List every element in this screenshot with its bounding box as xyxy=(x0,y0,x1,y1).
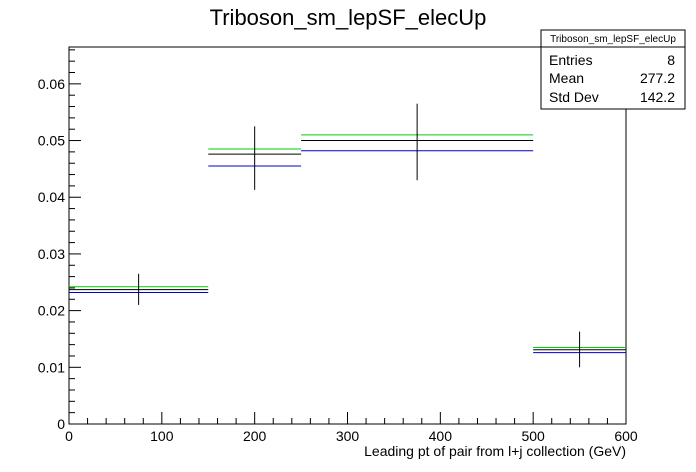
y-axis: 0 0.01 0.02 0.03 0.04 0.05 0.06 xyxy=(38,49,81,432)
stats-box: Triboson_sm_lepSF_elecUp Entries 8 Mean … xyxy=(540,29,686,110)
x-tick-label: 0 xyxy=(65,428,73,444)
x-tick-label: 400 xyxy=(429,428,453,444)
stats-entries-label: Entries xyxy=(549,52,593,68)
y-tick-label: 0.06 xyxy=(38,76,65,92)
stats-box-frame xyxy=(540,29,686,110)
y-tick-label: 0 xyxy=(57,416,65,432)
x-tick-label: 100 xyxy=(150,428,174,444)
y-tick-label: 0.02 xyxy=(38,303,65,319)
x-tick-label: 500 xyxy=(521,428,545,444)
stats-entries-value: 8 xyxy=(667,52,675,68)
stats-stddev-label: Std Dev xyxy=(549,89,599,105)
x-tick-label: 200 xyxy=(243,428,267,444)
series-layer xyxy=(69,134,626,354)
x-axis: 0 100 200 300 400 500 600 xyxy=(65,412,638,444)
chart-title: Triboson_sm_lepSF_elecUp xyxy=(210,5,487,30)
y-tick-label: 0.03 xyxy=(38,246,65,262)
x-axis-title: Leading pt of pair from l+j collection (… xyxy=(364,443,626,459)
y-tick-label: 0.05 xyxy=(38,133,65,149)
stats-mean-value: 277.2 xyxy=(640,70,675,86)
stats-stddev-value: 142.2 xyxy=(640,89,675,105)
stats-box-title: Triboson_sm_lepSF_elecUp xyxy=(550,34,676,45)
x-tick-label: 300 xyxy=(336,428,360,444)
y-tick-label: 0.04 xyxy=(38,189,65,205)
y-tick-label: 0.01 xyxy=(38,359,65,375)
stats-mean-label: Mean xyxy=(549,70,584,86)
error-bars xyxy=(138,103,581,368)
x-tick-label: 600 xyxy=(614,428,638,444)
